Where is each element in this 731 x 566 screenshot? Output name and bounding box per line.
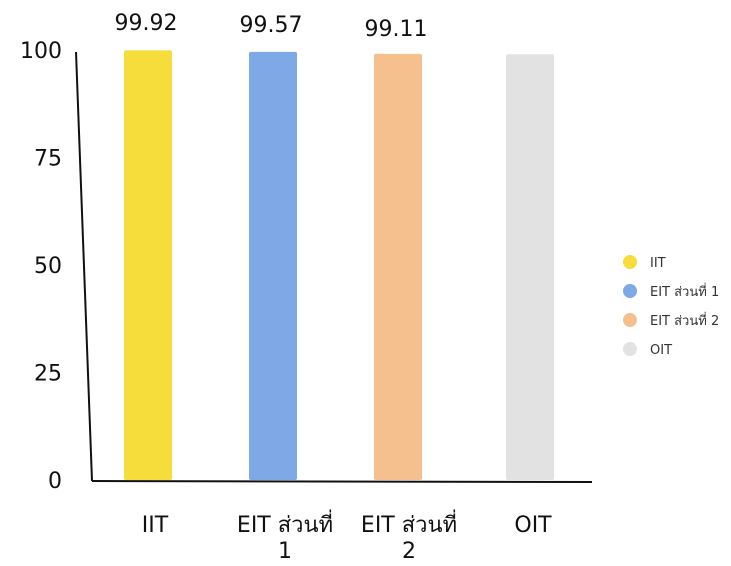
y-axis-ticks: 0 25 50 75 100	[20, 39, 62, 494]
y-axis-line	[75, 51, 93, 482]
bar-3	[506, 54, 554, 481]
legend-label-0: IIT	[650, 256, 666, 271]
y-tick-label-2: 50	[34, 254, 62, 279]
data-label-0: 99.92	[115, 11, 178, 36]
x-tick-label-2: EIT ส่วนที่ 2	[361, 509, 457, 564]
x-tick-label-0: IIT	[142, 513, 169, 538]
legend-label-3: OIT	[650, 343, 672, 358]
x-tick-label-3: OIT	[514, 513, 552, 538]
legend-swatch-1	[623, 284, 637, 298]
x-tick-label-1: EIT ส่วนที่ 1	[237, 509, 333, 564]
bar-2	[374, 53, 422, 481]
x-axis-line	[91, 480, 593, 483]
data-label-2: 99.11	[365, 17, 428, 42]
legend-swatch-3	[623, 342, 637, 356]
axes	[75, 51, 593, 483]
y-tick-label-4: 100	[20, 39, 62, 64]
legend-label-2: EIT ส่วนที่ 2	[650, 312, 719, 329]
data-label-1: 99.57	[240, 13, 303, 38]
x-axis-ticks: IIT EIT ส่วนที่ 1 EIT ส่วนที่ 2 OIT	[142, 509, 552, 564]
legend-swatch-0	[623, 255, 637, 269]
bar-0	[124, 50, 172, 481]
bars	[124, 50, 554, 481]
legend-label-1: EIT ส่วนที่ 1	[650, 283, 719, 300]
y-tick-label-0: 0	[48, 469, 62, 494]
y-tick-label-1: 25	[34, 362, 62, 387]
legend: IIT EIT ส่วนที่ 1 EIT ส่วนที่ 2 OIT	[623, 255, 719, 358]
bar-1	[249, 51, 297, 480]
legend-swatch-2	[623, 313, 637, 327]
y-tick-label-3: 75	[34, 147, 62, 172]
value-labels: 99.92 99.57 99.11	[115, 11, 428, 42]
